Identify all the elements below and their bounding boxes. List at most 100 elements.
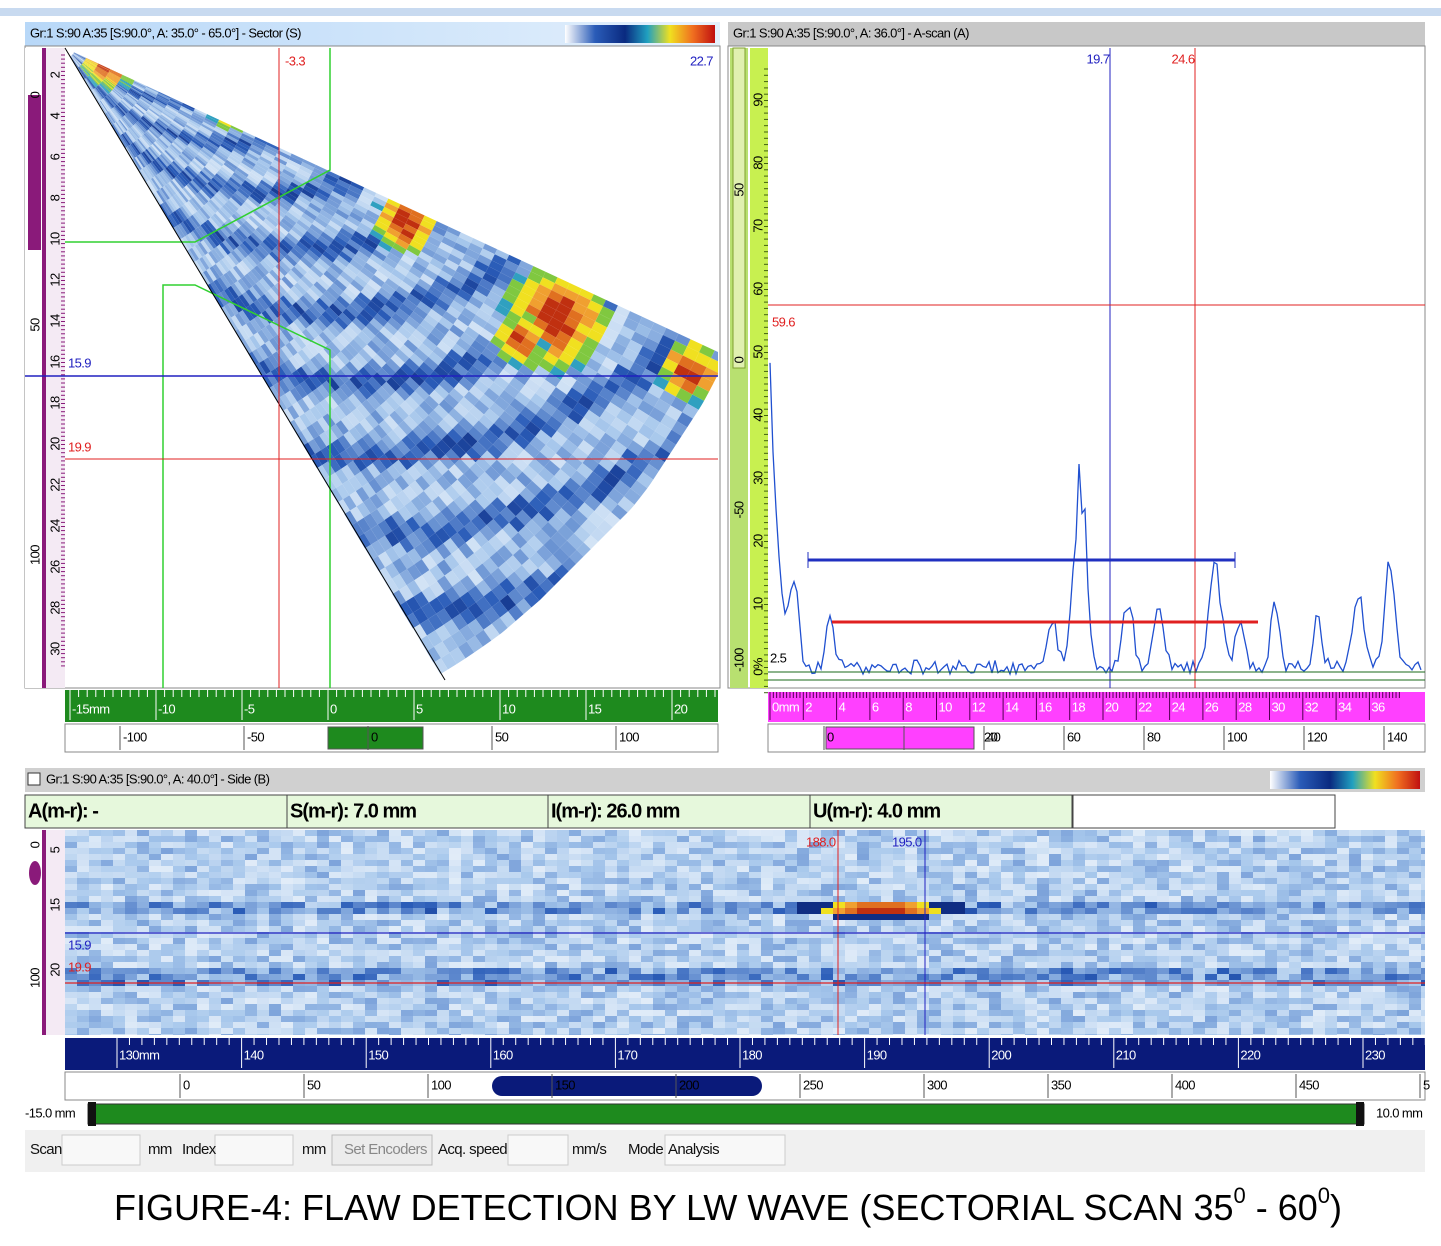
side-cell [1157, 872, 1169, 878]
sector-cell [502, 522, 519, 539]
side-cell [809, 944, 821, 950]
side-cell [1241, 950, 1253, 956]
sector-cell [80, 65, 91, 76]
sector-cell [288, 305, 302, 319]
sector-cell [80, 65, 90, 76]
side-cell [545, 926, 557, 932]
side-cell [833, 890, 845, 896]
sector-cell [557, 484, 575, 501]
side-cell [941, 860, 953, 866]
sector-cell [126, 92, 139, 102]
sector-cell [78, 66, 88, 78]
side-cell [305, 866, 317, 872]
sector-cell [101, 81, 113, 92]
sector-cell [670, 340, 688, 356]
side-cell [797, 854, 809, 860]
sector-cell [287, 373, 300, 388]
side-cell [101, 860, 113, 866]
sector-cell [222, 240, 234, 253]
sector-cell [177, 223, 188, 237]
side-cell [293, 866, 305, 872]
sector-cell [485, 266, 501, 279]
sector-cell [477, 353, 493, 368]
sector-cell [232, 172, 246, 183]
side-cell [1289, 926, 1301, 932]
side-cell [1217, 878, 1229, 884]
side-cell [461, 890, 473, 896]
side-cell [953, 962, 965, 968]
sector-cell [98, 100, 108, 113]
side-cell [965, 950, 977, 956]
side-cell [293, 896, 305, 902]
side-cell [1385, 836, 1397, 842]
sector-cell [245, 217, 259, 230]
sector-cell [428, 548, 445, 565]
sector-cell [448, 464, 464, 480]
sector-cell [260, 153, 274, 163]
sector-cell [249, 302, 262, 316]
side-cell [953, 890, 965, 896]
sector-cell [205, 253, 216, 267]
side-cell [1169, 950, 1181, 956]
side-cell [1241, 848, 1253, 854]
sector-cell [73, 52, 86, 60]
sector-cell [377, 520, 392, 536]
sector-cell [443, 619, 460, 637]
side-cell [293, 956, 305, 962]
sector-cell [587, 511, 605, 528]
side-cell [1217, 950, 1229, 956]
sector-cell [472, 477, 489, 494]
sector-cell [555, 380, 572, 395]
side-cell [785, 902, 797, 908]
side-cell [149, 920, 161, 926]
side-cell [449, 890, 461, 896]
side-cell [725, 854, 737, 860]
sector-cell [472, 290, 488, 304]
side-cell [1145, 854, 1157, 860]
side-cell [137, 848, 149, 854]
side-cell [1061, 938, 1073, 944]
side-cell [1253, 938, 1265, 944]
side-cell [1337, 932, 1349, 938]
sector-cell [346, 263, 361, 276]
sector-cell [145, 165, 155, 178]
sector-cell [178, 190, 189, 203]
sector-cell [147, 129, 158, 141]
sector-cell [472, 359, 488, 374]
sector-cell [221, 257, 233, 271]
sector-cell [476, 254, 492, 267]
sector-cell [121, 117, 132, 129]
side-cell [1193, 908, 1205, 914]
sector-cell [262, 150, 276, 160]
side-cell [857, 938, 869, 944]
side-cell [1421, 848, 1425, 854]
sector-cell [229, 267, 241, 281]
sector-cell [355, 250, 370, 263]
side-cell [893, 914, 905, 920]
side-cell [353, 860, 365, 866]
side-cell [1049, 878, 1061, 884]
side-cell [101, 926, 113, 932]
sector-cell [300, 275, 314, 289]
sector-cell [219, 242, 231, 255]
side-cell [485, 914, 497, 920]
sector-cell [114, 86, 126, 96]
side-cell [353, 836, 365, 842]
sector-cell [313, 435, 327, 451]
sector-cell [197, 129, 211, 139]
side-cell [1277, 914, 1289, 920]
sector-cell [217, 147, 230, 158]
side-cell [1205, 956, 1217, 962]
side-cell [1409, 848, 1421, 854]
sector-cell [447, 500, 463, 517]
sector-cell [682, 346, 700, 362]
side-cell [413, 866, 425, 872]
sector-cell [536, 284, 552, 297]
sector-cell [307, 391, 320, 407]
side-cell [557, 926, 569, 932]
side-cell [149, 944, 161, 950]
sector-cell [242, 307, 254, 322]
sector-cell [675, 332, 692, 347]
side-cell [1385, 962, 1397, 968]
side-cell [989, 908, 1001, 914]
